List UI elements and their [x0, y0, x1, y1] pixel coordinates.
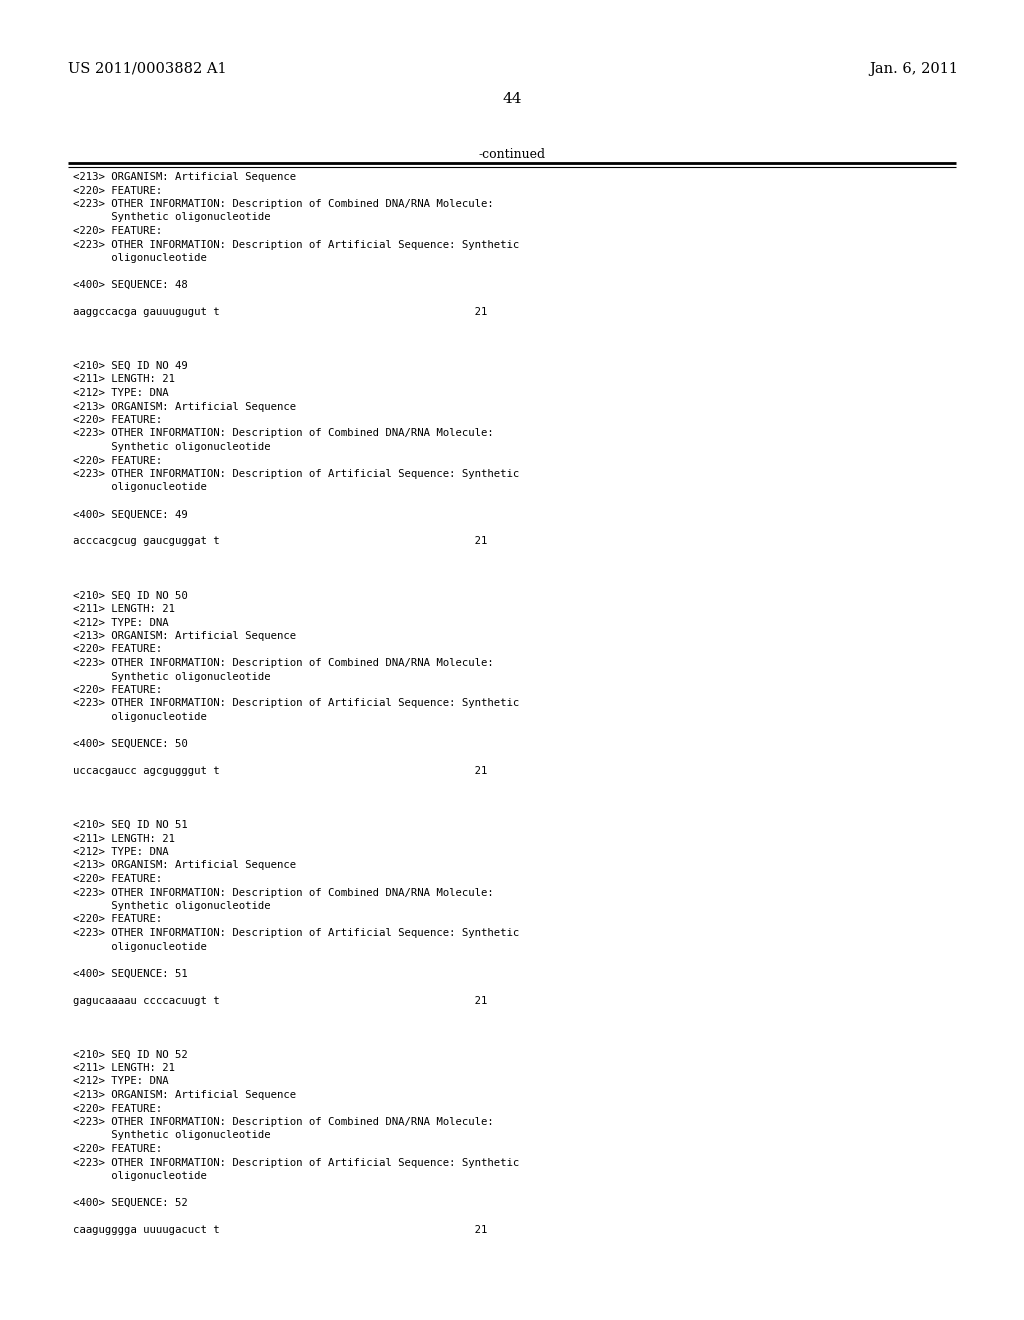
Text: <400> SEQUENCE: 50: <400> SEQUENCE: 50 — [73, 739, 187, 748]
Text: aaggccacga gauuugugut t                                        21: aaggccacga gauuugugut t 21 — [73, 308, 487, 317]
Text: <223> OTHER INFORMATION: Description of Artificial Sequence: Synthetic: <223> OTHER INFORMATION: Description of … — [73, 469, 519, 479]
Text: <223> OTHER INFORMATION: Description of Combined DNA/RNA Molecule:: <223> OTHER INFORMATION: Description of … — [73, 887, 494, 898]
Text: oligonucleotide: oligonucleotide — [73, 1171, 207, 1181]
Text: <400> SEQUENCE: 51: <400> SEQUENCE: 51 — [73, 969, 187, 978]
Text: acccacgcug gaucguggat t                                        21: acccacgcug gaucguggat t 21 — [73, 536, 487, 546]
Text: <212> TYPE: DNA: <212> TYPE: DNA — [73, 847, 169, 857]
Text: <213> ORGANISM: Artificial Sequence: <213> ORGANISM: Artificial Sequence — [73, 401, 296, 412]
Text: <220> FEATURE:: <220> FEATURE: — [73, 915, 162, 924]
Text: <213> ORGANISM: Artificial Sequence: <213> ORGANISM: Artificial Sequence — [73, 172, 296, 182]
Text: Synthetic oligonucleotide: Synthetic oligonucleotide — [73, 213, 270, 223]
Text: oligonucleotide: oligonucleotide — [73, 941, 207, 952]
Text: <210> SEQ ID NO 49: <210> SEQ ID NO 49 — [73, 360, 187, 371]
Text: <223> OTHER INFORMATION: Description of Combined DNA/RNA Molecule:: <223> OTHER INFORMATION: Description of … — [73, 199, 494, 209]
Text: <400> SEQUENCE: 52: <400> SEQUENCE: 52 — [73, 1199, 187, 1208]
Text: -continued: -continued — [478, 148, 546, 161]
Text: Synthetic oligonucleotide: Synthetic oligonucleotide — [73, 672, 270, 681]
Text: Jan. 6, 2011: Jan. 6, 2011 — [869, 62, 958, 77]
Text: <220> FEATURE:: <220> FEATURE: — [73, 414, 162, 425]
Text: oligonucleotide: oligonucleotide — [73, 711, 207, 722]
Text: <213> ORGANISM: Artificial Sequence: <213> ORGANISM: Artificial Sequence — [73, 631, 296, 642]
Text: <220> FEATURE:: <220> FEATURE: — [73, 1144, 162, 1154]
Text: <211> LENGTH: 21: <211> LENGTH: 21 — [73, 833, 175, 843]
Text: oligonucleotide: oligonucleotide — [73, 483, 207, 492]
Text: caagugggga uuuugacuct t                                        21: caagugggga uuuugacuct t 21 — [73, 1225, 487, 1236]
Text: <223> OTHER INFORMATION: Description of Artificial Sequence: Synthetic: <223> OTHER INFORMATION: Description of … — [73, 928, 519, 939]
Text: uccacgaucc agcgugggut t                                        21: uccacgaucc agcgugggut t 21 — [73, 766, 487, 776]
Text: <223> OTHER INFORMATION: Description of Artificial Sequence: Synthetic: <223> OTHER INFORMATION: Description of … — [73, 239, 519, 249]
Text: <213> ORGANISM: Artificial Sequence: <213> ORGANISM: Artificial Sequence — [73, 861, 296, 870]
Text: <213> ORGANISM: Artificial Sequence: <213> ORGANISM: Artificial Sequence — [73, 1090, 296, 1100]
Text: <223> OTHER INFORMATION: Description of Combined DNA/RNA Molecule:: <223> OTHER INFORMATION: Description of … — [73, 429, 494, 438]
Text: <210> SEQ ID NO 50: <210> SEQ ID NO 50 — [73, 590, 187, 601]
Text: <223> OTHER INFORMATION: Description of Artificial Sequence: Synthetic: <223> OTHER INFORMATION: Description of … — [73, 1158, 519, 1167]
Text: <212> TYPE: DNA: <212> TYPE: DNA — [73, 388, 169, 399]
Text: <220> FEATURE:: <220> FEATURE: — [73, 455, 162, 466]
Text: Synthetic oligonucleotide: Synthetic oligonucleotide — [73, 442, 270, 451]
Text: 44: 44 — [502, 92, 522, 106]
Text: <400> SEQUENCE: 49: <400> SEQUENCE: 49 — [73, 510, 187, 520]
Text: <223> OTHER INFORMATION: Description of Combined DNA/RNA Molecule:: <223> OTHER INFORMATION: Description of … — [73, 1117, 494, 1127]
Text: <220> FEATURE:: <220> FEATURE: — [73, 186, 162, 195]
Text: <223> OTHER INFORMATION: Description of Combined DNA/RNA Molecule:: <223> OTHER INFORMATION: Description of … — [73, 657, 494, 668]
Text: US 2011/0003882 A1: US 2011/0003882 A1 — [68, 62, 226, 77]
Text: <211> LENGTH: 21: <211> LENGTH: 21 — [73, 375, 175, 384]
Text: oligonucleotide: oligonucleotide — [73, 253, 207, 263]
Text: <223> OTHER INFORMATION: Description of Artificial Sequence: Synthetic: <223> OTHER INFORMATION: Description of … — [73, 698, 519, 709]
Text: <220> FEATURE:: <220> FEATURE: — [73, 874, 162, 884]
Text: <210> SEQ ID NO 52: <210> SEQ ID NO 52 — [73, 1049, 187, 1060]
Text: gagucaaaau ccccacuugt t                                        21: gagucaaaau ccccacuugt t 21 — [73, 995, 487, 1006]
Text: <210> SEQ ID NO 51: <210> SEQ ID NO 51 — [73, 820, 187, 830]
Text: <220> FEATURE:: <220> FEATURE: — [73, 685, 162, 696]
Text: Synthetic oligonucleotide: Synthetic oligonucleotide — [73, 902, 270, 911]
Text: Synthetic oligonucleotide: Synthetic oligonucleotide — [73, 1130, 270, 1140]
Text: <212> TYPE: DNA: <212> TYPE: DNA — [73, 618, 169, 627]
Text: <220> FEATURE:: <220> FEATURE: — [73, 644, 162, 655]
Text: <211> LENGTH: 21: <211> LENGTH: 21 — [73, 605, 175, 614]
Text: <220> FEATURE:: <220> FEATURE: — [73, 1104, 162, 1114]
Text: <400> SEQUENCE: 48: <400> SEQUENCE: 48 — [73, 280, 187, 290]
Text: <220> FEATURE:: <220> FEATURE: — [73, 226, 162, 236]
Text: <211> LENGTH: 21: <211> LENGTH: 21 — [73, 1063, 175, 1073]
Text: <212> TYPE: DNA: <212> TYPE: DNA — [73, 1077, 169, 1086]
